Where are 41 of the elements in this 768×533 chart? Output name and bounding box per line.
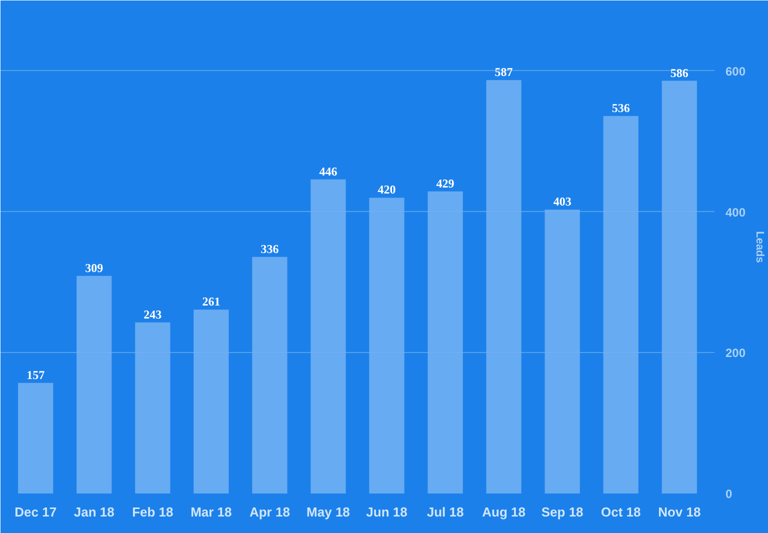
x-tick-label: Jun 18 bbox=[366, 504, 408, 520]
y-tick-label: 400 bbox=[726, 205, 746, 220]
x-tick-label: Oct 18 bbox=[600, 504, 641, 520]
x-tick-label: Jan 18 bbox=[74, 504, 114, 520]
x-tick-label: Jul 18 bbox=[426, 504, 464, 520]
bar bbox=[76, 276, 112, 494]
data-label: 587 bbox=[494, 65, 513, 80]
data-label: 429 bbox=[436, 176, 454, 190]
x-tick-label: Mar 18 bbox=[190, 504, 232, 520]
bar bbox=[18, 382, 54, 494]
x-tick-label: Feb 18 bbox=[132, 504, 174, 520]
bar bbox=[310, 179, 346, 494]
data-label: 420 bbox=[378, 182, 396, 197]
y-tick-label: 600 bbox=[726, 64, 746, 78]
data-label: 446 bbox=[319, 164, 338, 178]
x-tick-label: Apr 18 bbox=[249, 504, 290, 520]
data-label: 309 bbox=[85, 260, 104, 275]
x-tick-label: Sep 18 bbox=[541, 504, 584, 520]
bar bbox=[603, 116, 638, 494]
bar bbox=[194, 310, 229, 494]
data-label: 586 bbox=[670, 66, 688, 80]
data-label: 336 bbox=[260, 242, 279, 256]
data-label: 157 bbox=[26, 368, 45, 382]
bar bbox=[486, 80, 522, 494]
y-axis-title: Leads bbox=[754, 231, 766, 263]
y-tick-label: 200 bbox=[726, 346, 746, 360]
data-label: 403 bbox=[553, 194, 572, 209]
bar bbox=[662, 80, 697, 494]
data-label: 243 bbox=[144, 307, 162, 322]
bar bbox=[544, 210, 580, 494]
bar bbox=[135, 322, 170, 494]
y-tick-label: 0 bbox=[726, 487, 732, 501]
x-tick-label: Nov 18 bbox=[658, 504, 701, 520]
bar bbox=[369, 198, 404, 494]
x-tick-label: May 18 bbox=[306, 504, 350, 520]
bar bbox=[252, 256, 288, 494]
x-tick-label: Aug 18 bbox=[482, 504, 526, 520]
data-label: 536 bbox=[612, 101, 630, 116]
x-tick-label: Dec 17 bbox=[14, 504, 57, 520]
data-label: 261 bbox=[202, 294, 220, 309]
bar bbox=[428, 191, 463, 494]
